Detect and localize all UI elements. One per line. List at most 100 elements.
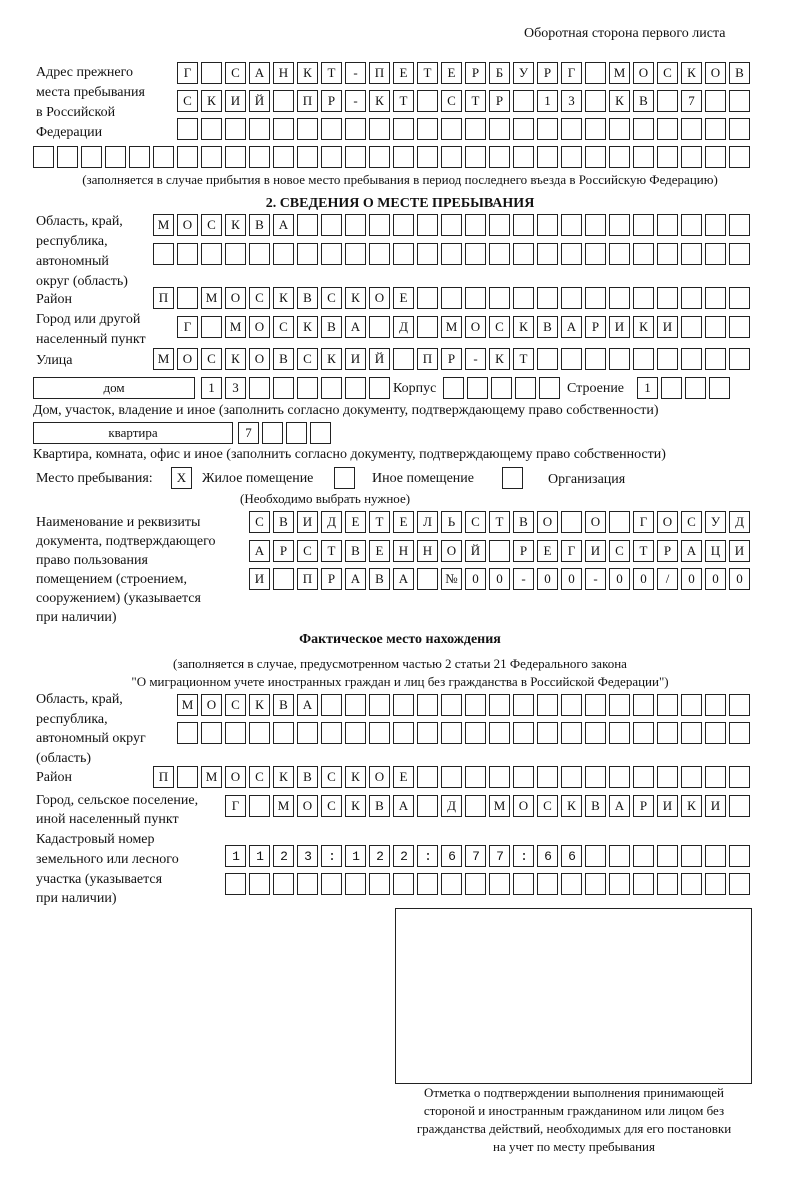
char-cell[interactable] — [633, 146, 654, 168]
char-cell[interactable] — [273, 377, 294, 399]
char-cell[interactable]: Е — [369, 540, 390, 562]
char-cell[interactable]: И — [249, 568, 270, 590]
char-cell[interactable] — [393, 243, 414, 265]
char-cell[interactable] — [321, 214, 342, 236]
char-cell[interactable] — [585, 146, 606, 168]
char-cell[interactable] — [513, 146, 534, 168]
char-cell[interactable]: С — [321, 766, 342, 788]
flat-type-box[interactable]: квартира — [33, 422, 233, 444]
char-cell[interactable]: П — [297, 568, 318, 590]
char-cell[interactable]: / — [657, 568, 678, 590]
char-cell[interactable] — [513, 118, 534, 140]
char-cell[interactable]: И — [345, 348, 366, 370]
char-cell[interactable] — [729, 694, 750, 716]
option-organization-checkbox[interactable] — [502, 467, 523, 489]
char-cell[interactable] — [393, 146, 414, 168]
char-cell[interactable] — [585, 766, 606, 788]
char-cell[interactable] — [369, 873, 390, 895]
char-cell[interactable]: Е — [393, 511, 414, 533]
char-cell[interactable]: В — [369, 795, 390, 817]
char-cell[interactable] — [633, 722, 654, 744]
char-cell[interactable] — [585, 214, 606, 236]
char-cell[interactable] — [393, 694, 414, 716]
char-cell[interactable] — [513, 90, 534, 112]
char-cell[interactable] — [709, 377, 730, 399]
char-cell[interactable] — [537, 845, 558, 867]
char-cell[interactable] — [369, 214, 390, 236]
char-cell[interactable] — [417, 694, 438, 716]
char-cell[interactable] — [657, 873, 678, 895]
char-cell[interactable] — [273, 118, 294, 140]
char-cell[interactable]: К — [609, 90, 630, 112]
char-cell[interactable] — [537, 118, 558, 140]
char-cell[interactable]: В — [513, 511, 534, 533]
char-cell[interactable] — [729, 873, 750, 895]
char-cell[interactable]: С — [225, 62, 246, 84]
korpus-row[interactable] — [443, 377, 563, 399]
char-cell[interactable] — [705, 316, 726, 338]
char-cell[interactable] — [537, 214, 558, 236]
char-cell[interactable] — [729, 766, 750, 788]
char-cell[interactable] — [465, 118, 486, 140]
char-cell[interactable] — [369, 146, 390, 168]
char-cell[interactable] — [321, 873, 342, 895]
char-cell[interactable] — [585, 845, 606, 867]
char-cell[interactable]: О — [465, 316, 486, 338]
char-cell[interactable]: В — [537, 316, 558, 338]
char-cell[interactable]: Т — [369, 511, 390, 533]
char-cell[interactable] — [153, 243, 174, 265]
char-cell[interactable]: В — [297, 287, 318, 309]
option-living-checkbox[interactable]: X — [171, 467, 192, 489]
char-cell[interactable]: Й — [249, 90, 270, 112]
char-cell[interactable]: 1 — [201, 377, 222, 399]
char-cell[interactable] — [321, 845, 342, 867]
char-cell[interactable]: С — [321, 795, 342, 817]
char-cell[interactable] — [369, 377, 390, 399]
char-cell[interactable]: М — [153, 348, 174, 370]
char-cell[interactable] — [561, 348, 582, 370]
char-cell[interactable]: Е — [441, 62, 462, 84]
char-cell[interactable] — [297, 722, 318, 744]
char-cell[interactable] — [537, 287, 558, 309]
char-cell[interactable] — [585, 873, 606, 895]
char-cell[interactable] — [262, 422, 283, 444]
char-cell[interactable]: Д — [321, 511, 342, 533]
char-cell[interactable] — [729, 90, 750, 112]
char-cell[interactable] — [273, 845, 294, 867]
char-cell[interactable] — [561, 146, 582, 168]
char-cell[interactable]: Р — [441, 348, 462, 370]
char-cell[interactable]: Р — [465, 62, 486, 84]
char-cell[interactable]: Д — [441, 795, 462, 817]
char-cell[interactable] — [515, 377, 536, 399]
char-cell[interactable] — [345, 146, 366, 168]
char-cell[interactable] — [489, 214, 510, 236]
char-cell[interactable] — [657, 287, 678, 309]
char-cell[interactable]: А — [249, 62, 270, 84]
char-cell[interactable]: 0 — [489, 568, 510, 590]
char-cell[interactable]: М — [441, 316, 462, 338]
char-cell[interactable] — [513, 845, 534, 867]
char-cell[interactable] — [705, 118, 726, 140]
char-cell[interactable] — [297, 146, 318, 168]
char-cell[interactable] — [609, 511, 630, 533]
char-cell[interactable] — [225, 146, 246, 168]
char-cell[interactable] — [729, 287, 750, 309]
char-cell[interactable] — [393, 873, 414, 895]
char-cell[interactable]: К — [561, 795, 582, 817]
char-cell[interactable] — [465, 214, 486, 236]
char-cell[interactable] — [465, 873, 486, 895]
char-cell[interactable] — [489, 243, 510, 265]
char-cell[interactable]: О — [249, 348, 270, 370]
char-cell[interactable]: О — [537, 511, 558, 533]
flat-number-row[interactable]: 7 — [238, 422, 334, 444]
char-cell[interactable]: В — [249, 214, 270, 236]
char-cell[interactable]: С — [657, 62, 678, 84]
char-cell[interactable] — [417, 845, 438, 867]
char-cell[interactable]: М — [201, 766, 222, 788]
char-cell[interactable] — [33, 146, 54, 168]
char-cell[interactable] — [657, 118, 678, 140]
char-cell[interactable] — [705, 146, 726, 168]
char-cell[interactable] — [369, 694, 390, 716]
